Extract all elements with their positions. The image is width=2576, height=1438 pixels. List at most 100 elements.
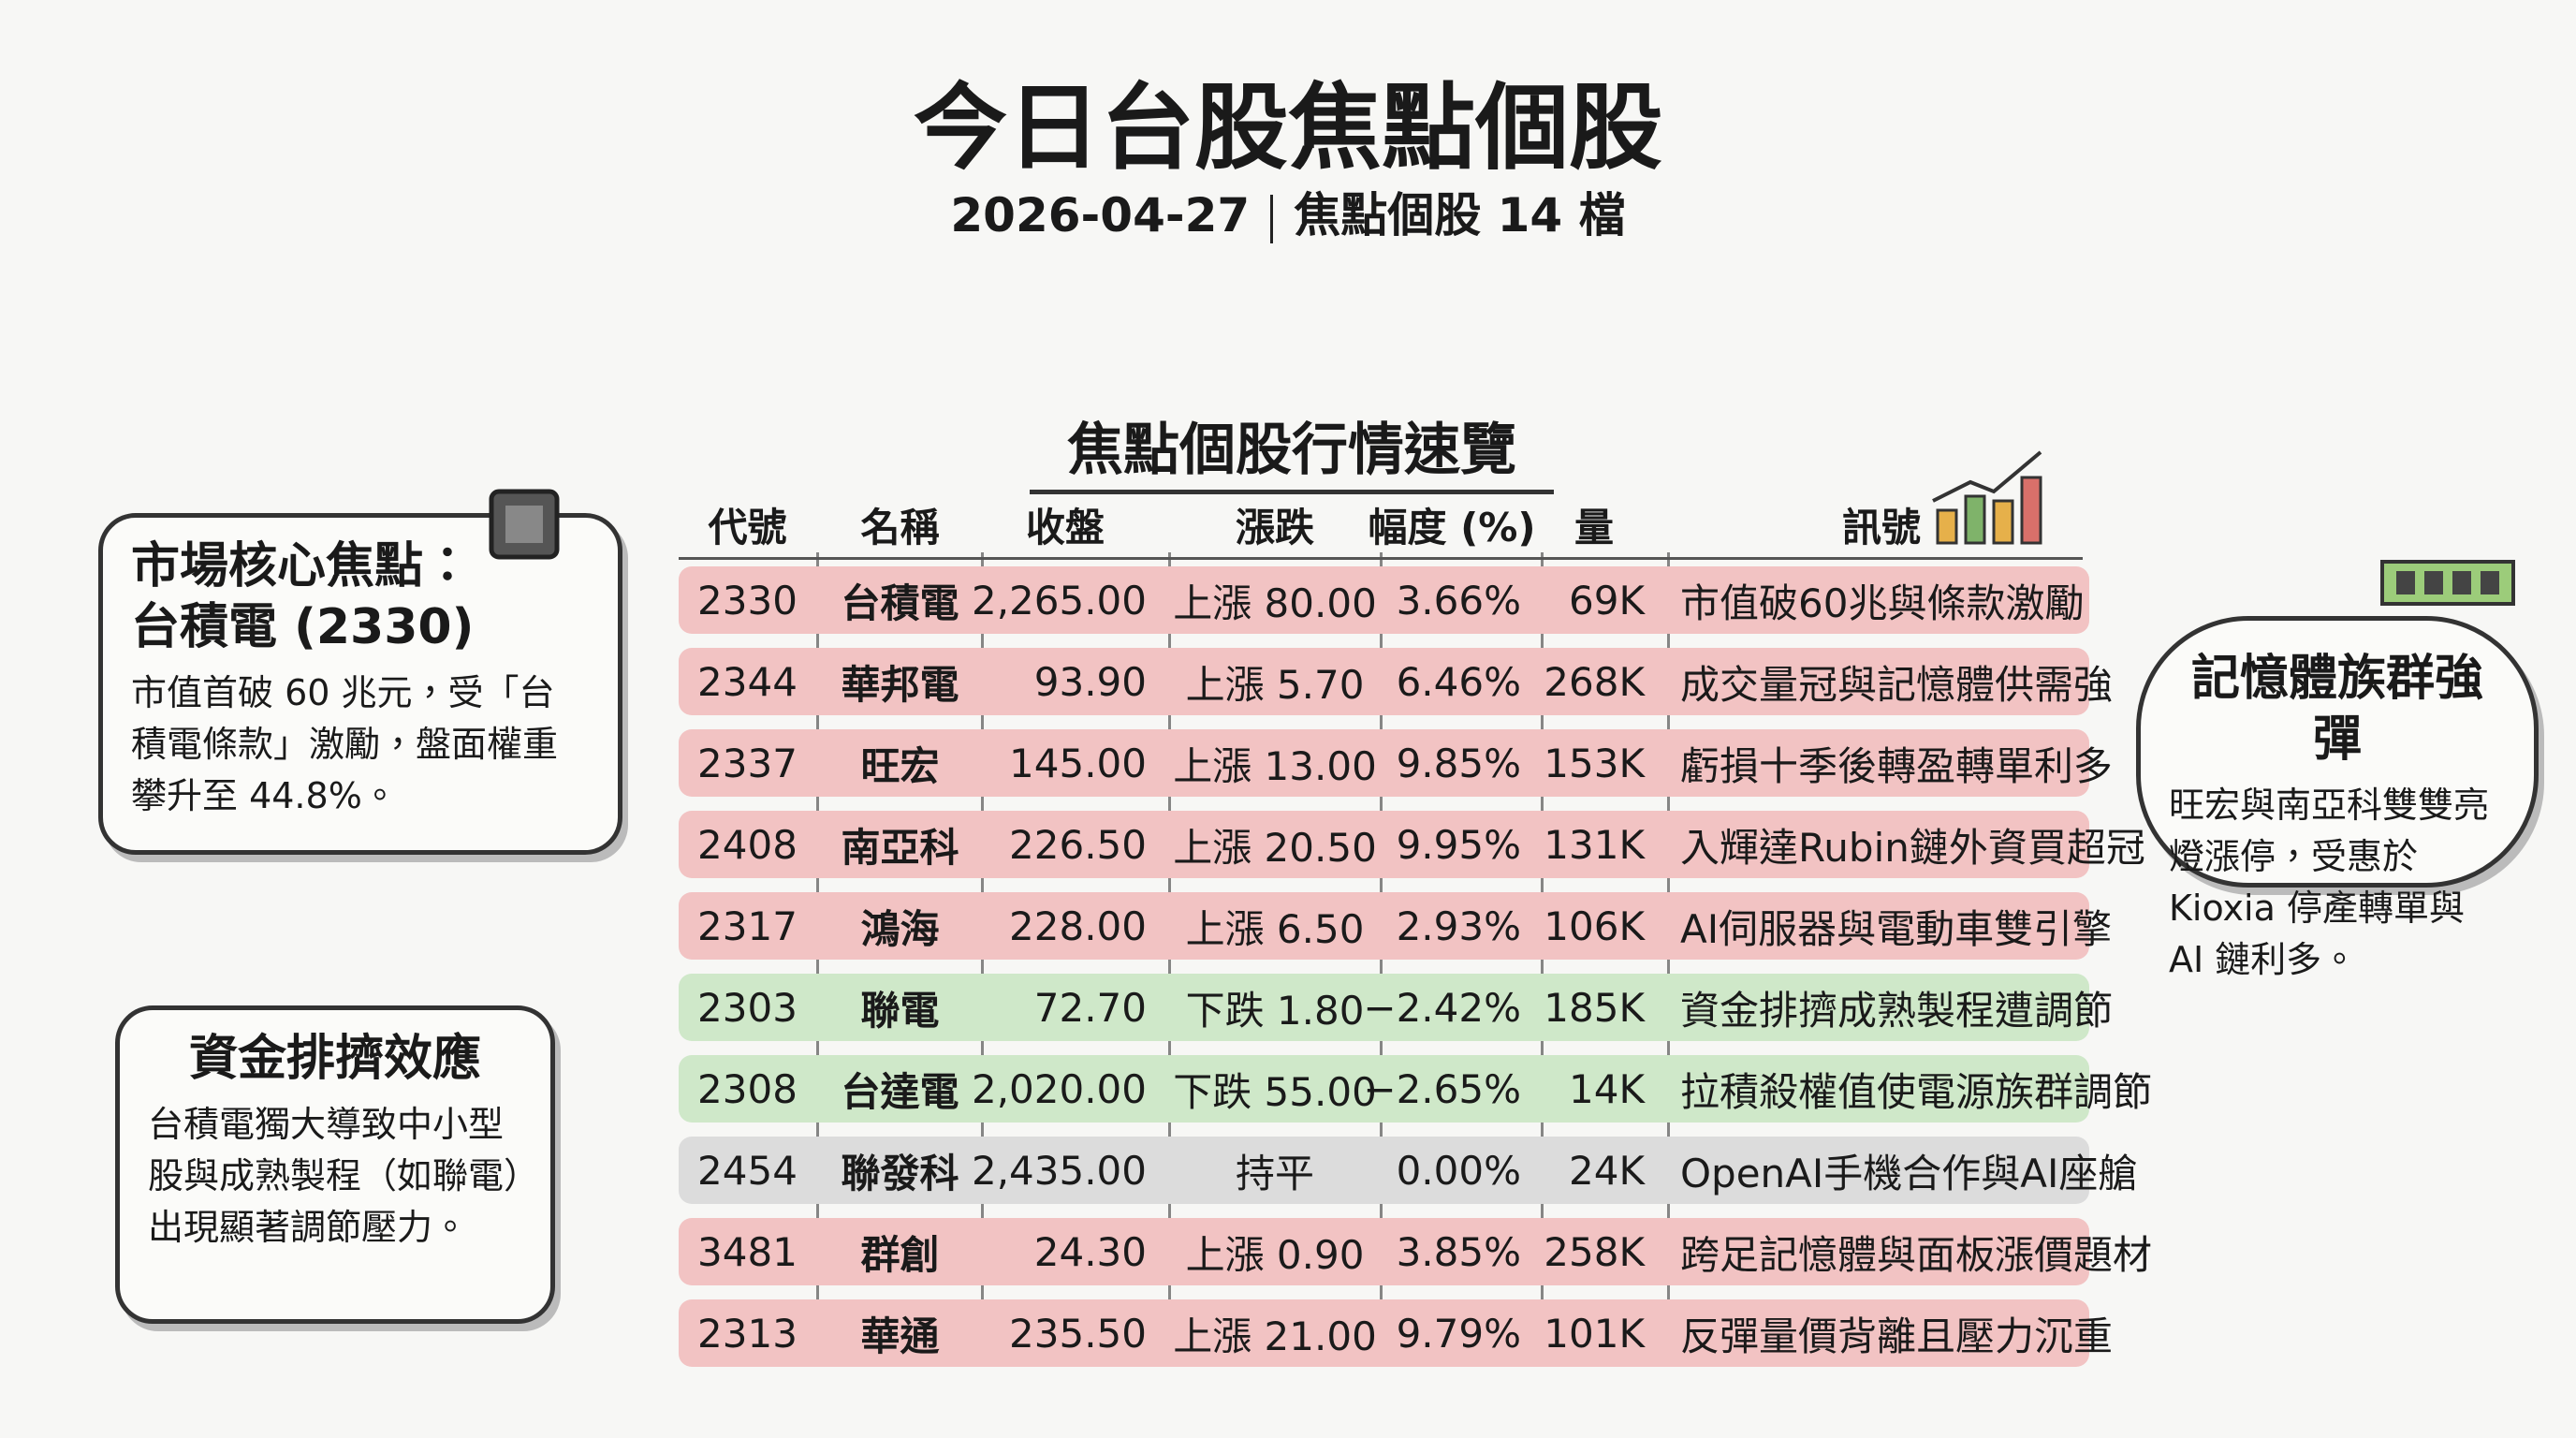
- table-cell: 2330: [697, 577, 798, 624]
- table-cell: 2,020.00: [971, 1065, 1147, 1112]
- table-cell: 台積電: [841, 580, 959, 626]
- table-cell: 2337: [697, 740, 798, 786]
- table-cell: 旺宏: [860, 742, 940, 789]
- column-header: 收盤: [1025, 504, 1105, 550]
- table-cell: 南亞科: [841, 824, 959, 871]
- table-cell: AI伺服器與電動車雙引擎: [1680, 905, 2113, 952]
- table-cell: 2408: [697, 821, 798, 868]
- separator: [1270, 194, 1274, 243]
- callout-capital-crowding: 資金排擠效應台積電獨大導致中小型股與成熟製程（如聯電）出現顯著調節壓力。: [115, 1005, 555, 1324]
- table-cell: 153K: [1544, 740, 1645, 786]
- table-cell: 群創: [860, 1231, 940, 1278]
- table-cell: 反彈量價背離且壓力沉重: [1680, 1313, 2114, 1359]
- table-cell: 0.00%: [1396, 1147, 1521, 1194]
- callout-memory-rally: 記憶體族群強彈旺宏與南亞科雙雙亮燈漲停，受惠於 Kioxia 停產轉單與 AI …: [2136, 616, 2539, 980]
- table-title: 焦點個股行情速覽: [1030, 404, 1554, 494]
- table-cell: 下跌 55.00: [1173, 1068, 1377, 1115]
- table-cell: 268K: [1544, 658, 1645, 705]
- table-cell: 華邦電: [841, 661, 959, 708]
- callout-title: 市場核心焦點：: [131, 538, 473, 594]
- table-cell: 入輝達Rubin鏈外資買超冠: [1680, 824, 2145, 871]
- table-row: 2330 台積電 2,265.00 上漲 80.00 3.66% 69K 市值破60兆與條款…: [679, 566, 2089, 634]
- table-row: 3481 群創 24.30 上漲 0.90 3.85% 258K 跨足記憶體與面板漲價題材: [679, 1218, 2153, 1285]
- column-divider: [816, 552, 819, 1367]
- table-cell: −2.42%: [1363, 984, 1521, 1031]
- table-cell: 上漲 5.70: [1185, 661, 1365, 708]
- column-header: 代號: [708, 504, 787, 550]
- table-cell: 聯發科: [841, 1150, 959, 1196]
- table-cell: 3.85%: [1396, 1228, 1521, 1275]
- column-header: 名稱: [860, 504, 940, 550]
- column-header: 幅度 (%): [1368, 504, 1536, 550]
- table-cell: 虧損十季後轉盈轉單利多: [1680, 742, 2114, 789]
- table-cell: 145.00: [1009, 740, 1147, 786]
- table-cell: 上漲 21.00: [1173, 1313, 1377, 1359]
- subtitle: 2026-04-27 焦點個股 14 檔: [0, 178, 2576, 245]
- table-cell: 2,435.00: [971, 1147, 1147, 1194]
- table-cell: 下跌 1.80: [1185, 987, 1365, 1034]
- table-cell: 258K: [1544, 1228, 1645, 1275]
- table-cell: 9.95%: [1396, 821, 1521, 868]
- table-cell: 2308: [697, 1065, 798, 1112]
- table-row: 2317 鴻海 228.00 上漲 6.50 2.93% 106K AI伺服器與電動車雙引擎: [679, 892, 2113, 960]
- table-cell: 2.93%: [1396, 902, 1521, 949]
- column-header: 訊號: [1841, 504, 1921, 550]
- table-cell: 9.85%: [1396, 740, 1521, 786]
- table-cell: 235.50: [1009, 1310, 1147, 1357]
- callout-body: 旺宏與南亞科雙雙亮燈漲停，受惠於 Kioxia 停產轉單與 AI 鏈利多。: [2169, 785, 2490, 981]
- table-cell: 2303: [697, 984, 798, 1031]
- callout-title: 記憶體族群強彈: [2190, 651, 2483, 768]
- column-divider: [1541, 552, 1544, 1367]
- table-cell: 華通: [860, 1313, 940, 1359]
- chart-icon: [1932, 450, 2042, 545]
- callout-market-focus: 市場核心焦點： 台積電 (2330) 市值首破 60 兆元，受「台積電條款」激勵，盤…: [98, 513, 622, 855]
- column-header: 量: [1573, 504, 1614, 550]
- table-cell: 市值破60兆與條款激勵: [1680, 580, 2085, 626]
- table-cell: 185K: [1544, 984, 1645, 1031]
- table-row: 2313 華通 235.50 上漲 21.00 9.79% 101K 反彈量價背離且壓力沉重: [679, 1299, 2114, 1367]
- table-row: 2408 南亞科 226.50 上漲 20.50 9.95% 131K 入輝達Rubin鏈外…: [679, 811, 2145, 878]
- table-cell: OpenAI手機合作與AI座艙: [1680, 1150, 2138, 1196]
- table-cell: 3481: [697, 1228, 798, 1275]
- table-cell: 93.90: [1033, 658, 1147, 705]
- chip-icon: [489, 489, 560, 560]
- table-row: 2308 台達電 2,020.00 下跌 55.00 −2.65% 14K 拉積殺權值使電源…: [679, 1055, 2152, 1123]
- table-row: 2303 聯電 72.70 下跌 1.80 −2.42% 185K 資金排擠成熟製程遭調節: [679, 974, 2113, 1041]
- callout-body: 台積電獨大導致中小型股與成熟製程（如聯電）出現顯著調節壓力。: [148, 1104, 522, 1249]
- column-header: 漲跌: [1235, 504, 1314, 550]
- table-cell: 3.66%: [1396, 577, 1521, 624]
- table-cell: 226.50: [1009, 821, 1147, 868]
- table-cell: 24.30: [1033, 1228, 1147, 1275]
- table-cell: 上漲 13.00: [1173, 742, 1377, 789]
- table-cell: 上漲 6.50: [1185, 905, 1365, 952]
- subtitle-text: 焦點個股 14 檔: [1294, 188, 1626, 242]
- table-cell: 69K: [1569, 577, 1645, 624]
- table-cell: 72.70: [1033, 984, 1147, 1031]
- table-cell: 9.79%: [1396, 1310, 1521, 1357]
- table-cell: 131K: [1544, 821, 1645, 868]
- table-cell: 6.46%: [1396, 658, 1521, 705]
- table-cell: 106K: [1544, 902, 1645, 949]
- table-cell: 228.00: [1009, 902, 1147, 949]
- table-cell: 2313: [697, 1310, 798, 1357]
- column-divider: [1380, 552, 1383, 1367]
- table-cell: 2317: [697, 902, 798, 949]
- memory-icon: [2380, 560, 2515, 606]
- callout-title: 台積電 (2330): [131, 599, 475, 655]
- table-cell: 2,265.00: [971, 577, 1147, 624]
- table-row: 2337 旺宏 145.00 上漲 13.00 9.85% 153K 虧損十季後轉盈轉單利多: [679, 729, 2114, 797]
- date: 2026-04-27: [950, 188, 1251, 242]
- callout-body: 市值首破 60 兆元，受「台積電條款」激勵，盤面權重攀升至 44.8%。: [131, 672, 559, 817]
- table-cell: 台達電: [841, 1068, 959, 1115]
- table-cell: 2344: [697, 658, 798, 705]
- table-cell: 持平: [1235, 1150, 1314, 1196]
- table-cell: 14K: [1569, 1065, 1645, 1112]
- callout-title: 資金排擠效應: [188, 1031, 481, 1087]
- table-row: 2454 聯發科 2,435.00 持平 0.00% 24K OpenAI手機合作與AI座艙: [679, 1137, 2138, 1204]
- table-cell: −2.65%: [1363, 1065, 1521, 1112]
- column-divider: [1168, 552, 1171, 1367]
- table-header: 代號 名稱 收盤 漲跌 幅度 (%) 量 訊號: [679, 492, 2083, 560]
- table-cell: 跨足記憶體與面板漲價題材: [1680, 1231, 2153, 1278]
- table-cell: 上漲 20.50: [1173, 824, 1377, 871]
